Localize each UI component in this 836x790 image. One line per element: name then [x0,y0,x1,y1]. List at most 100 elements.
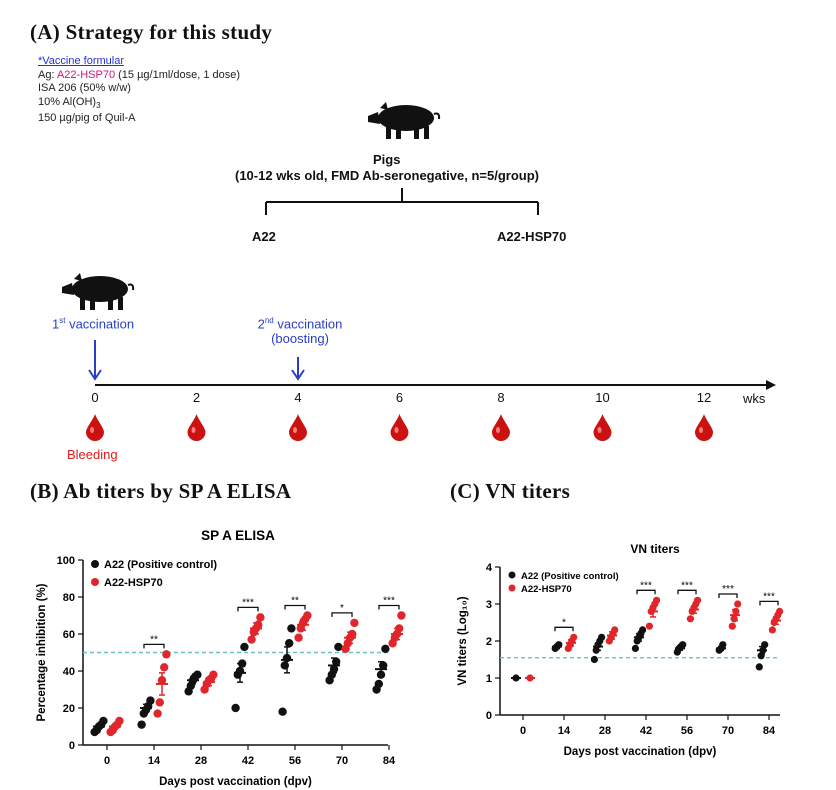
panel-c-title: (C) VN titers [450,479,571,503]
data-point [686,615,694,623]
vaccine-formula: *Vaccine formular Ag: A22-HSP70 (15 µg/1… [38,55,240,126]
formula-link[interactable]: *Vaccine formular [38,55,124,67]
data-point [694,596,702,604]
significance-bracket [759,600,779,606]
vacc1-suffix: st [59,316,66,325]
significance-bracket [554,626,574,632]
x-tick-label: 0 [520,725,526,737]
data-point [287,624,296,633]
data-point [570,633,578,641]
x-tick-label: 28 [599,725,611,737]
panel-b-title: (B) Ab titers by SP A ELISA [30,479,292,503]
data-point [162,650,171,659]
data-point [768,626,776,634]
ag-name: A22-HSP70 [56,68,116,81]
y-tick-label: 0 [486,710,492,722]
data-point [755,663,763,671]
data-point [285,639,294,648]
significance-label: *** [383,596,395,607]
timeline-tick-label: 6 [395,390,404,405]
blood-drop-icon [492,414,510,441]
significance-label: ** [150,634,158,645]
data-point [160,663,169,672]
timeline-tick-label: 2 [192,390,201,405]
significance-label: *** [242,597,254,608]
blood-drop-highlight [699,427,703,433]
blood-drop-icon [695,414,713,441]
timeline-tick-label: 8 [497,390,505,405]
vacc2-number: 2 [257,316,265,332]
chart-title: VN titers [630,542,680,556]
data-point [598,633,606,641]
group-bracket [265,188,539,215]
legend-label: A22 (Positive control) [104,559,217,571]
data-point [334,642,343,652]
data-point [734,600,742,608]
x-tick-label: 70 [722,725,734,737]
legend-label: A22 (Positive control) [521,571,619,582]
vacc2-suffix: nd [264,316,274,325]
blood-drop-highlight [597,427,602,433]
panel-a-title: (A) Strategy for this study [30,20,273,44]
significance-label: ** [291,596,299,607]
x-tick-label: 56 [289,755,301,767]
y-tick-label: 3 [486,599,492,611]
significance-bracket [284,604,306,610]
down-arrow-icon [291,357,305,381]
pig-silhouette-icon [62,273,135,310]
data-point [209,670,218,679]
data-point [153,709,162,718]
significance-bracket [677,589,697,595]
vn-chart: VN titers 0 1 2 3 4 0 14 28 42 56 70 84 Days post vac… [457,542,784,758]
x-tick-label: 14 [148,755,161,767]
significance-label: *** [681,580,693,591]
y-tick-label: 40 [63,666,75,678]
group-a22-label: A22 [252,229,276,244]
data-point [240,642,249,652]
data-point [350,618,359,628]
significance-label: *** [763,591,775,602]
data-point [645,622,653,630]
data-point [155,698,164,707]
x-tick-label: 42 [640,725,652,737]
significance-label: *** [640,580,652,591]
x-tick-label: 70 [336,755,348,767]
x-tick-label: 28 [195,755,207,767]
significance-bracket [636,589,656,595]
y-tick-label: 80 [63,592,75,604]
y-tick-label: 100 [57,555,75,567]
timeline-tick-label: 12 [696,390,712,405]
data-point [231,703,240,713]
vacc1-number: 1 [52,316,60,332]
significance-label: * [562,617,566,628]
data-point [193,670,202,679]
data-point [631,644,639,652]
significance-label: * [340,603,344,614]
blood-drop-icon [187,414,206,441]
data-point [397,611,406,620]
data-point [256,613,265,622]
ag-prefix: Ag: [38,68,57,81]
data-point [653,596,661,604]
y-tick-label: 1 [486,673,492,685]
y-tick-label: 0 [69,740,75,752]
x-tick-label: 0 [104,755,110,767]
data-point [115,716,124,726]
pigs-label: Pigs [373,152,401,167]
timeline-axis [95,380,776,390]
second-vaccination-label: 2nd vaccination (boosting) [252,316,348,346]
y-axis-label: Percentage inhibition (%) [36,583,48,721]
blood-drops [86,414,713,441]
significance-bracket [331,612,353,617]
blood-drop-icon [390,414,409,441]
data-point [381,644,390,653]
x-tick-label: 56 [681,725,693,737]
data-point [99,716,108,726]
blood-drop-icon [593,414,612,441]
data-point [590,655,598,664]
x-tick-label: 42 [242,755,254,767]
timeline-tick-label: 4 [294,390,302,405]
pigs-description: (10-12 wks old, FMD Ab-seronegative, n=5… [235,168,539,183]
ag-suffix: (15 µg/1ml/dose, 1 dose) [115,68,241,81]
blood-drop-highlight [496,427,500,433]
